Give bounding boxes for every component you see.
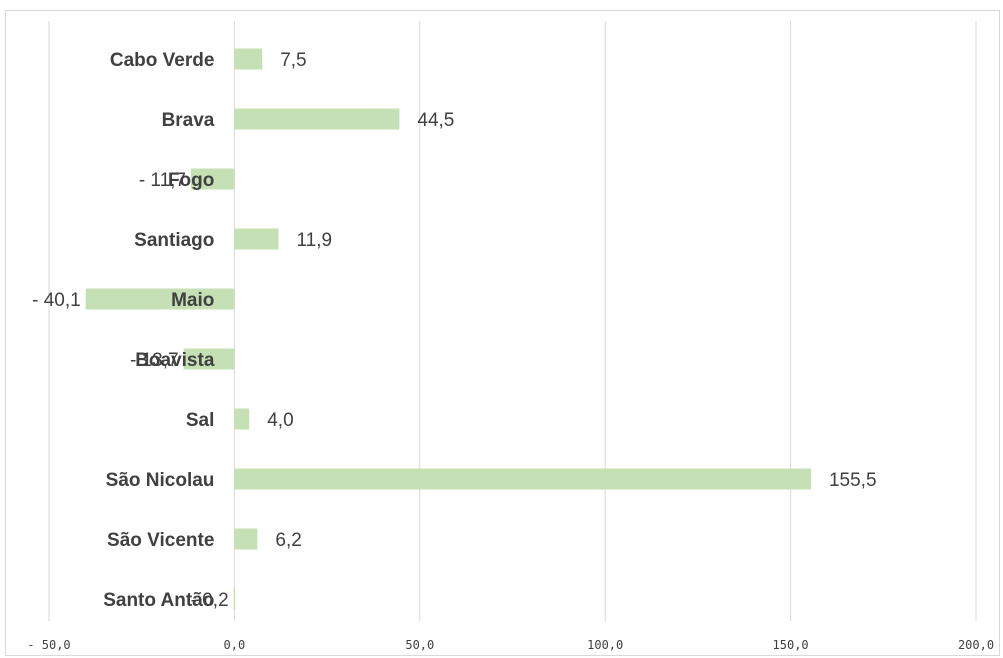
category-label: Maio [171, 290, 214, 311]
data-label: - 13,7 [130, 350, 179, 371]
category-label: Santo Antão [103, 590, 214, 611]
x-tick-label: 200,0 [958, 638, 994, 652]
x-tick-label: 100,0 [587, 638, 623, 652]
x-tick-label: 150,0 [773, 638, 809, 652]
bar [183, 348, 235, 370]
chart-area: Cabo Verde Brava Fogo Santiago Maio Boavista S… [5, 10, 1000, 656]
bar [234, 528, 258, 550]
bar [85, 288, 235, 310]
category-label: São Vicente [107, 530, 214, 551]
bar [234, 468, 811, 490]
category-labels: Cabo Verde Brava Fogo Santiago Maio Boavista S… [103, 50, 215, 611]
x-tick-label: - 50,0 [27, 638, 70, 652]
bar [234, 48, 263, 70]
data-label: 4,0 [267, 410, 293, 431]
bar [234, 228, 279, 250]
bar [233, 588, 236, 610]
data-label: 44,5 [417, 110, 454, 131]
category-label: Cabo Verde [110, 50, 215, 71]
category-label: Santiago [134, 230, 214, 251]
data-label: 155,5 [829, 470, 877, 491]
category-label: Boavista [135, 350, 215, 371]
category-label: Fogo [168, 170, 214, 191]
bar [191, 168, 235, 190]
category-label: São Nicolau [106, 470, 215, 491]
x-axis-tick-labels: - 50,0 0,0 50,0 100,0 150,0 200,0 [27, 638, 994, 652]
x-tick-label: 0,0 [224, 638, 246, 652]
bars [85, 48, 811, 610]
category-label: Sal [186, 410, 215, 431]
data-label: 11,9 [297, 230, 333, 251]
data-label: - 40,1 [32, 290, 81, 311]
x-tick-label: 50,0 [405, 638, 434, 652]
bar [234, 108, 400, 130]
data-label: 6,2 [275, 530, 301, 551]
bar-chart: Cabo Verde Brava Fogo Santiago Maio Boavista S… [27, 21, 994, 652]
value-labels: 7,5 44,5 - 11,7 11,9 - 40,1 - 13,7 4,0 155,5 6,2… [32, 50, 876, 611]
data-label: - 11,7 [139, 170, 186, 191]
bar [234, 408, 250, 430]
data-label: - 0,2 [191, 590, 229, 611]
category-label: Brava [162, 110, 215, 131]
data-label: 7,5 [280, 50, 306, 71]
